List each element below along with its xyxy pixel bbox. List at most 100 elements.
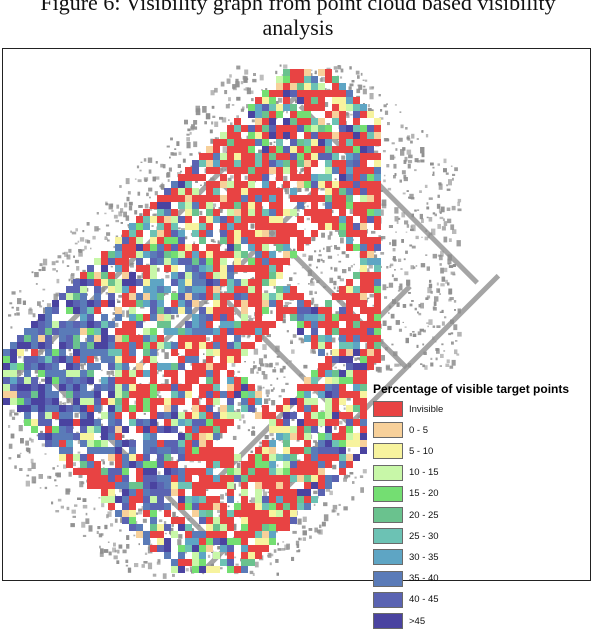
point-cloud-speck: [240, 137, 243, 140]
visibility-cell: [143, 468, 150, 475]
visibility-cell: [150, 244, 157, 251]
visibility-cell: [318, 307, 325, 314]
point-cloud-speck: [138, 205, 143, 208]
visibility-cell: [80, 433, 87, 440]
visibility-cell: [360, 244, 367, 251]
visibility-cell: [325, 90, 332, 97]
visibility-cell: [94, 461, 101, 468]
point-cloud-speck: [435, 348, 439, 351]
point-cloud-speck: [220, 494, 224, 500]
point-cloud-speck: [348, 267, 351, 272]
visibility-cell: [66, 461, 73, 468]
visibility-cell: [87, 461, 94, 468]
point-cloud-speck: [240, 81, 244, 85]
point-cloud-speck: [434, 296, 439, 302]
visibility-cell: [353, 419, 360, 426]
visibility-cell: [115, 419, 122, 426]
point-cloud-speck: [309, 535, 312, 539]
visibility-cell: [59, 293, 66, 300]
point-cloud-speck: [186, 137, 190, 142]
visibility-cell: [248, 167, 255, 174]
visibility-cell: [269, 440, 276, 447]
point-cloud-speck: [418, 304, 421, 308]
point-cloud-speck: [137, 179, 142, 183]
visibility-cell: [136, 524, 143, 531]
point-cloud-speck: [455, 340, 458, 342]
visibility-cell: [129, 286, 136, 293]
point-cloud-speck: [402, 147, 406, 151]
visibility-cell: [276, 272, 283, 279]
point-cloud-speck: [273, 549, 277, 553]
visibility-cell: [227, 195, 234, 202]
visibility-cell: [360, 167, 367, 174]
visibility-cell: [269, 251, 276, 258]
visibility-cell: [164, 363, 171, 370]
point-cloud-speck: [425, 254, 428, 256]
visibility-cell: [192, 419, 199, 426]
visibility-cell: [108, 405, 115, 412]
visibility-map: [3, 64, 501, 579]
point-cloud-speck: [102, 461, 105, 465]
visibility-cell: [304, 321, 311, 328]
visibility-cell: [262, 181, 269, 188]
visibility-cell: [80, 286, 87, 293]
visibility-cell: [108, 251, 115, 258]
visibility-cell: [325, 412, 332, 419]
visibility-cell: [297, 237, 304, 244]
visibility-cell: [304, 335, 311, 342]
visibility-cell: [255, 391, 262, 398]
visibility-cell: [339, 447, 346, 454]
visibility-cell: [101, 342, 108, 349]
visibility-cell: [136, 279, 143, 286]
visibility-cell: [227, 398, 234, 405]
point-cloud-speck: [321, 76, 326, 82]
visibility-cell: [346, 286, 353, 293]
visibility-cell: [311, 461, 318, 468]
point-cloud-speck: [437, 224, 441, 229]
visibility-cell: [227, 209, 234, 216]
point-cloud-speck: [406, 279, 411, 286]
visibility-cell: [94, 279, 101, 286]
visibility-cell: [122, 510, 129, 517]
point-cloud-speck: [223, 291, 229, 295]
visibility-cell: [185, 195, 192, 202]
visibility-cell: [143, 461, 150, 468]
visibility-cell: [346, 440, 353, 447]
point-cloud-speck: [302, 253, 307, 257]
visibility-cell: [115, 258, 122, 265]
visibility-cell: [80, 356, 87, 363]
visibility-cell: [367, 237, 374, 244]
visibility-cell: [346, 377, 353, 384]
visibility-cell: [353, 244, 360, 251]
visibility-cell: [192, 335, 199, 342]
visibility-cell: [45, 314, 52, 321]
visibility-cell: [213, 181, 220, 188]
visibility-cell: [220, 475, 227, 482]
visibility-cell: [325, 300, 332, 307]
visibility-cell: [220, 321, 227, 328]
visibility-cell: [150, 384, 157, 391]
visibility-cell: [206, 363, 213, 370]
visibility-cell: [185, 307, 192, 314]
visibility-cell: [171, 342, 178, 349]
point-cloud-speck: [451, 359, 456, 366]
visibility-cell: [185, 384, 192, 391]
visibility-cell: [108, 412, 115, 419]
visibility-cell: [150, 265, 157, 272]
visibility-cell: [234, 510, 241, 517]
visibility-cell: [73, 356, 80, 363]
visibility-cell: [325, 461, 332, 468]
visibility-cell: [150, 405, 157, 412]
visibility-cell: [206, 293, 213, 300]
point-cloud-speck: [73, 255, 75, 258]
point-cloud-speck: [238, 493, 243, 497]
visibility-cell: [66, 447, 73, 454]
visibility-cell: [122, 489, 129, 496]
point-cloud-speck: [298, 537, 301, 541]
visibility-cell: [255, 216, 262, 223]
visibility-cell: [367, 272, 374, 279]
visibility-cell: [157, 202, 164, 209]
point-cloud-speck: [83, 362, 86, 366]
point-cloud-speck: [69, 352, 73, 357]
visibility-cell: [150, 398, 157, 405]
